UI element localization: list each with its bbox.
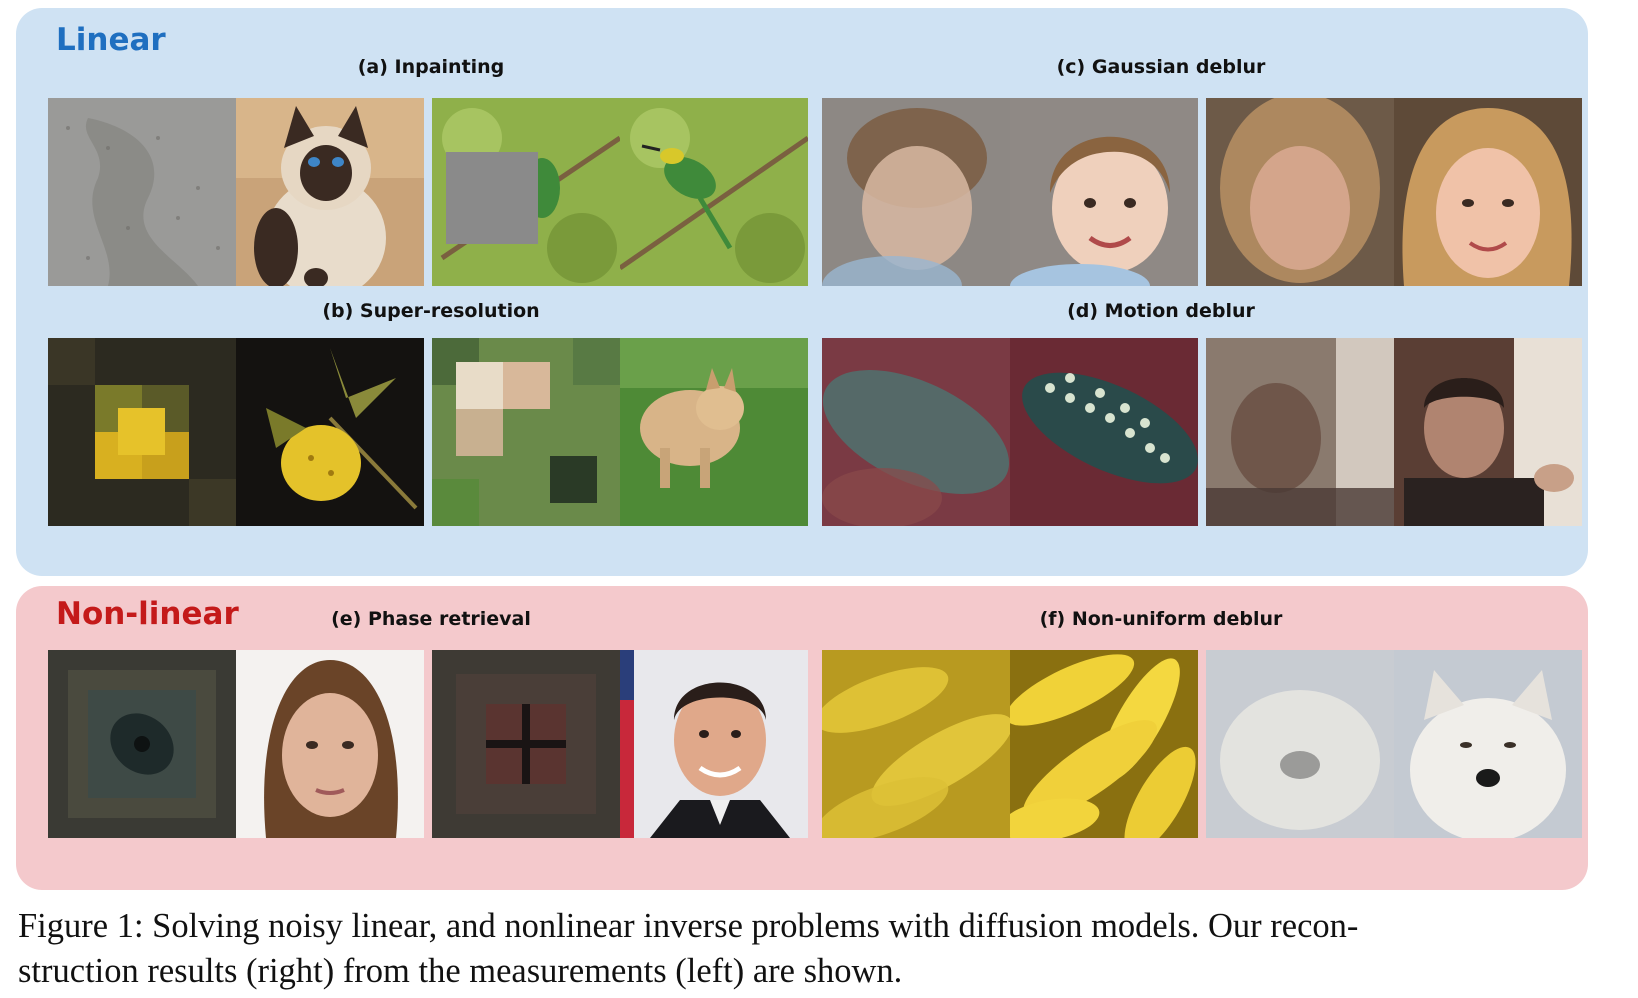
task-label-inpainting: (a) Inpainting (357, 56, 505, 78)
figure-caption-line-1: Figure 1: Solving noisy linear, and nonl… (18, 907, 1359, 945)
task-label-non-uniform-deblur: (f) Non-uniform deblur (1039, 608, 1283, 630)
phase-retrieval-measurement-woman (48, 650, 236, 838)
motion-deblur-measurement-man (1206, 338, 1394, 526)
linear-row-2 (48, 338, 1582, 526)
inpainting-reconstruction-cat (236, 98, 424, 286)
nonlinear-row (48, 650, 1582, 838)
non-uniform-deblur-measurement-corn (822, 650, 1010, 838)
task-label-gaussian-deblur: (c) Gaussian deblur (1056, 56, 1266, 78)
inpainting-measurement-bird (432, 98, 620, 286)
phase-retrieval-measurement-man (432, 650, 620, 838)
motion-deblur-reconstruction-man (1394, 338, 1582, 526)
nonlinear-panel-title: Non-linear (56, 596, 239, 632)
nonlinear-panel: Non-linear (e) Phase retrieval (f) Non-u… (16, 586, 1588, 890)
super-resolution-measurement-orchid (48, 338, 236, 526)
non-uniform-deblur-measurement-wolf (1206, 650, 1394, 838)
gaussian-deblur-measurement-kid (822, 98, 1010, 286)
task-label-motion-deblur: (d) Motion deblur (1067, 300, 1255, 322)
figure-caption-line-2: struction results (right) from the measu… (18, 952, 903, 990)
task-label-phase-retrieval: (e) Phase retrieval (331, 608, 531, 630)
gaussian-deblur-reconstruction-kid (1010, 98, 1198, 286)
linear-row-1 (48, 98, 1582, 286)
motion-deblur-measurement-eel (822, 338, 1010, 526)
gaussian-deblur-measurement-woman (1206, 98, 1394, 286)
super-resolution-reconstruction-dog (620, 338, 808, 526)
inpainting-reconstruction-bird (620, 98, 808, 286)
gaussian-deblur-reconstruction-woman (1394, 98, 1582, 286)
super-resolution-reconstruction-orchid (236, 338, 424, 526)
figure-caption: Figure 1: Solving noisy linear, and nonl… (18, 904, 1628, 994)
linear-panel: Linear (a) Inpainting (c) Gaussian deblu… (16, 8, 1588, 576)
non-uniform-deblur-reconstruction-corn (1010, 650, 1198, 838)
non-uniform-deblur-reconstruction-wolf (1394, 650, 1582, 838)
super-resolution-measurement-dog (432, 338, 620, 526)
phase-retrieval-reconstruction-woman (236, 650, 424, 838)
phase-retrieval-reconstruction-man (620, 650, 808, 838)
motion-deblur-reconstruction-eel (1010, 338, 1198, 526)
inpainting-measurement-cat (48, 98, 236, 286)
linear-panel-title: Linear (56, 22, 166, 58)
task-label-super-resolution: (b) Super-resolution (322, 300, 540, 322)
